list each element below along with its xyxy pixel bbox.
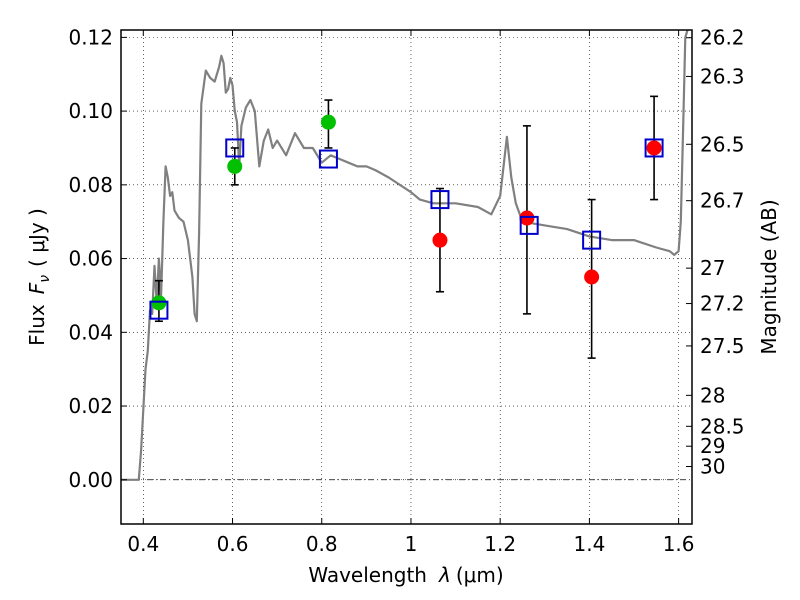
red-point [432, 232, 448, 248]
y-axis-label-symbol: F [25, 282, 49, 294]
y-tick-label: 0.08 [68, 173, 113, 197]
x-tick-label: 1 [405, 532, 418, 556]
model-photometry-square [519, 215, 539, 235]
y2-tick-label: 29 [700, 434, 725, 458]
y-tick-label: 0.10 [68, 99, 113, 123]
y2-tick-label: 26.5 [700, 132, 745, 156]
y2-tick-label: 26.2 [700, 26, 745, 50]
model-photometry-square [149, 300, 169, 320]
x-axis-label-unit: (μm) [456, 563, 504, 587]
x-axis-label: Wavelength λ (μm) [308, 563, 503, 587]
model-photometry-square [582, 230, 602, 250]
y-tick-label: 0.02 [68, 394, 113, 418]
model-photometry-square [644, 138, 664, 158]
y-tick-label: 0.12 [68, 25, 113, 49]
y-tick-label: 0.04 [68, 320, 113, 344]
model-photometry-square [318, 149, 338, 169]
model-photometry-square [225, 138, 245, 158]
y-tick-label: 0.00 [68, 468, 113, 492]
y2-tick-label: 27.5 [700, 334, 745, 358]
y-axis-label-sub: ν [37, 275, 53, 283]
red-point [584, 269, 600, 285]
y2-tick-label: 26.3 [700, 64, 745, 88]
x-axis-label-symbol: λ [438, 563, 451, 587]
y-tick-label: 0.06 [68, 247, 113, 271]
grid-lines [121, 30, 692, 524]
y2-tick-label: 28.5 [700, 414, 745, 438]
x-axis-label-text: Wavelength [308, 563, 427, 587]
model-sed-line [121, 29, 689, 481]
x-tick-label: 1.4 [573, 532, 605, 556]
x-tick-label: 1.6 [663, 532, 695, 556]
y2-tick-label: 27.2 [700, 292, 745, 316]
axes: 0.4 0.6 0.8 1 1.2 1.4 1.6 0.00 0.02 0.04 0.06 0.08 0… [68, 25, 744, 556]
red-point [519, 210, 535, 226]
y-axis-label-text: Flux [25, 304, 49, 346]
red-point [646, 140, 662, 156]
y-axis-label-unit: ( μJy ) [25, 208, 49, 267]
x-tick-label: 1.2 [484, 532, 516, 556]
plot-frame [120, 29, 693, 525]
plot-area [121, 29, 692, 481]
x-tick-label: 0.4 [127, 532, 159, 556]
model-photometry-square [430, 190, 450, 210]
x-tick-label: 0.6 [217, 532, 249, 556]
green-point [227, 158, 243, 174]
green-point [151, 295, 167, 311]
y2-tick-label: 28 [700, 383, 725, 407]
y2-axis-label: Magnitude (AB) [757, 199, 781, 354]
green-point [320, 114, 336, 130]
y2-tick-label: 27 [700, 256, 725, 280]
y-axis-label: Flux Fν ( μJy ) [25, 208, 53, 346]
y2-tick-label: 30 [700, 454, 725, 478]
x-tick-label: 0.8 [306, 532, 338, 556]
y2-tick-label: 26.7 [700, 189, 745, 213]
